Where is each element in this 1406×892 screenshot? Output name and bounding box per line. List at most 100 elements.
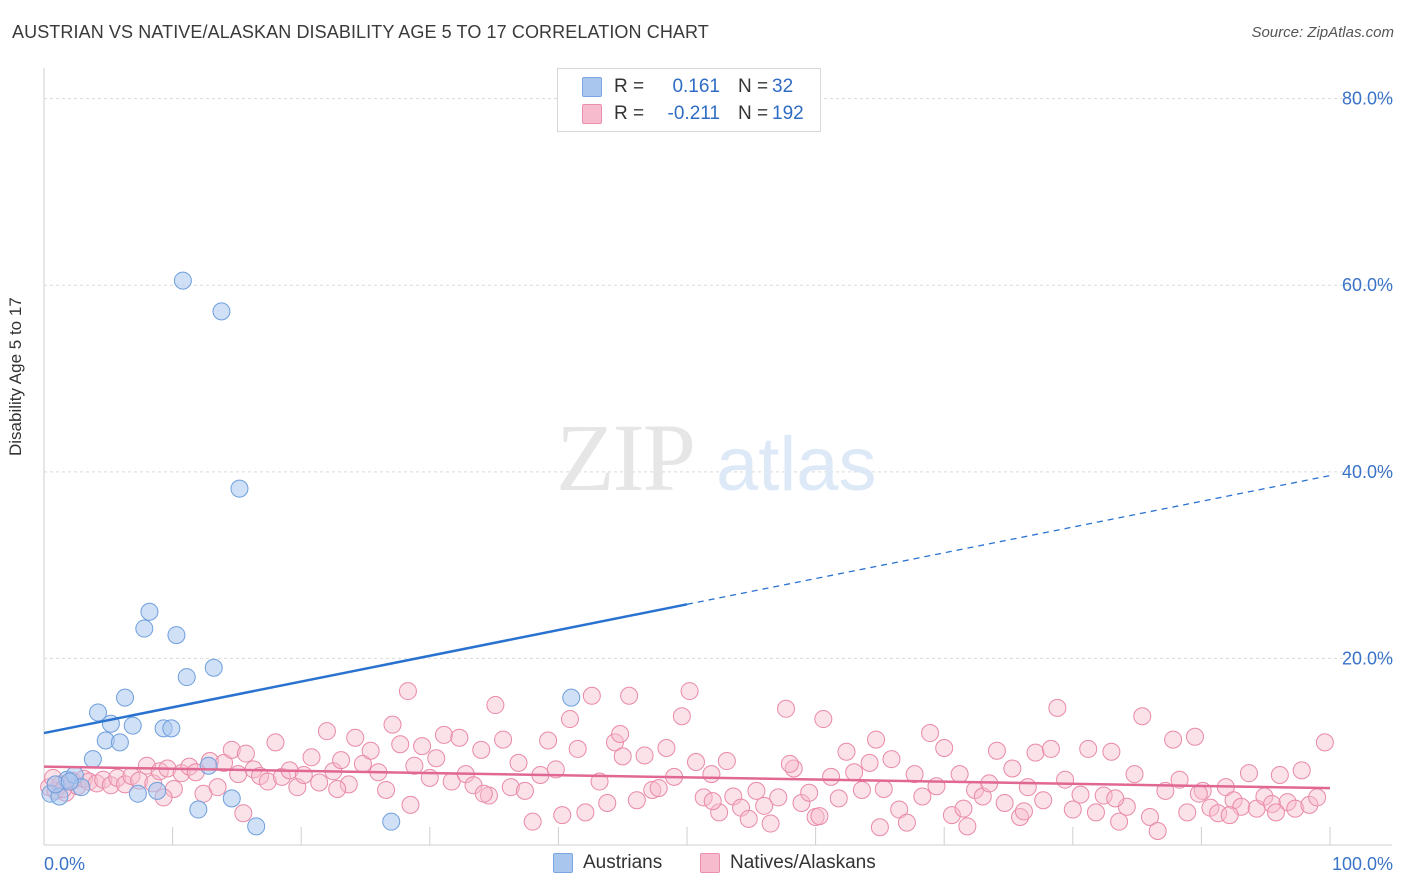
watermark-atlas: atlas: [716, 422, 877, 507]
austrians-points: [41, 271, 581, 836]
data-point-native: [582, 686, 601, 705]
data-point-austrian: [173, 271, 192, 290]
data-point-native: [1048, 698, 1067, 717]
data-point-native: [413, 737, 432, 756]
data-point-native: [1133, 707, 1152, 726]
data-point-native: [515, 781, 534, 800]
data-point-native: [687, 752, 706, 771]
data-point-austrian: [230, 479, 249, 498]
legend-swatch-natives: [582, 104, 602, 124]
axes: [43, 68, 1392, 846]
x-tick-label: 100.0%: [1332, 854, 1393, 874]
data-point-austrian: [247, 817, 266, 836]
data-point-austrian: [140, 602, 159, 621]
data-point-native: [769, 788, 788, 807]
data-point-native: [1056, 770, 1075, 789]
watermark-zip: ZIP: [556, 404, 694, 511]
data-point-native: [643, 780, 662, 799]
data-point-native: [598, 794, 617, 813]
data-point-native: [680, 682, 699, 701]
data-point-native: [108, 768, 127, 787]
data-point-native: [272, 767, 291, 786]
data-point-native: [657, 738, 676, 757]
data-point-native: [539, 731, 558, 750]
x-tick-label: 0.0%: [44, 854, 85, 874]
data-point-austrian: [123, 716, 142, 735]
data-point-native: [1140, 808, 1159, 827]
data-point-native: [649, 779, 668, 798]
x-tick-labels: 0.0% 100.0%: [44, 854, 1393, 874]
data-point-native: [1148, 822, 1167, 841]
data-point-austrian: [167, 626, 186, 645]
data-point-native: [1018, 778, 1037, 797]
data-point-native: [761, 814, 780, 833]
trend-lines: [43, 474, 1331, 790]
legend-label-austrians: Austrians: [583, 852, 663, 873]
legend-item-austrians[interactable]: Austrians: [553, 852, 662, 874]
legend-row-austrians: R = 0.161 N = 32: [582, 75, 793, 99]
data-point-native: [486, 696, 505, 715]
data-point-native: [942, 806, 961, 825]
data-point-native: [1086, 803, 1105, 822]
data-point-native: [1239, 764, 1258, 783]
data-point-austrian: [199, 756, 218, 775]
data-point-native: [383, 715, 402, 734]
data-point-native: [1178, 803, 1197, 822]
data-point-native: [694, 788, 713, 807]
data-point-native: [1003, 759, 1022, 778]
data-point-austrian: [177, 668, 196, 687]
data-point-native: [777, 699, 796, 718]
data-point-native: [1308, 788, 1327, 807]
data-point-native: [472, 740, 491, 759]
data-point-native: [905, 765, 924, 784]
data-point-native: [1063, 800, 1082, 819]
data-point-native: [627, 791, 646, 810]
data-point-native: [361, 741, 380, 760]
data-point-native: [717, 752, 736, 771]
legend-swatch-austrians: [582, 77, 602, 97]
legend-n-value: 32: [772, 76, 794, 97]
data-point-native: [1106, 789, 1125, 808]
data-point-austrian: [162, 719, 181, 738]
data-point-native: [1079, 739, 1098, 758]
data-point-native: [635, 746, 654, 765]
y-tick-label: 20.0%: [1342, 648, 1393, 668]
data-point-native: [401, 795, 420, 814]
data-point-native: [1026, 743, 1045, 762]
data-point-native: [1224, 791, 1243, 810]
y-tick-label: 80.0%: [1342, 89, 1393, 109]
legend-n-label: N =: [738, 103, 769, 124]
data-point-austrian: [189, 800, 208, 819]
legend-item-natives[interactable]: Natives/Alaskans: [700, 852, 876, 874]
legend-swatch-austrians: [553, 853, 573, 873]
data-point-native: [829, 789, 848, 808]
data-point-native: [867, 730, 886, 749]
legend-row-natives: R = -0.211 N = 192: [582, 102, 804, 126]
data-point-native: [672, 707, 691, 726]
data-point-native: [332, 751, 351, 770]
data-point-native: [553, 806, 572, 825]
data-point-native: [474, 784, 493, 803]
data-point-native: [391, 735, 410, 754]
data-point-native: [1209, 804, 1228, 823]
data-point-native: [1315, 733, 1334, 752]
data-point-native: [339, 775, 358, 794]
chart-source: Source: ZipAtlas.com: [1251, 24, 1394, 41]
data-point-native: [702, 765, 721, 784]
y-tick-label: 60.0%: [1342, 275, 1393, 295]
data-point-native: [935, 738, 954, 757]
data-point-native: [258, 772, 277, 791]
trend-line-austrians: [43, 603, 688, 735]
data-point-native: [950, 765, 969, 784]
data-point-native: [1094, 786, 1113, 805]
data-point-austrian: [83, 750, 102, 769]
legend-r-label: R =: [614, 103, 645, 124]
data-point-native: [1266, 803, 1285, 822]
data-point-native: [1164, 730, 1183, 749]
data-point-native: [874, 780, 893, 799]
data-point-austrian: [562, 688, 581, 707]
data-point-native: [703, 792, 722, 811]
data-point-native: [897, 813, 916, 832]
data-point-native: [434, 725, 453, 744]
